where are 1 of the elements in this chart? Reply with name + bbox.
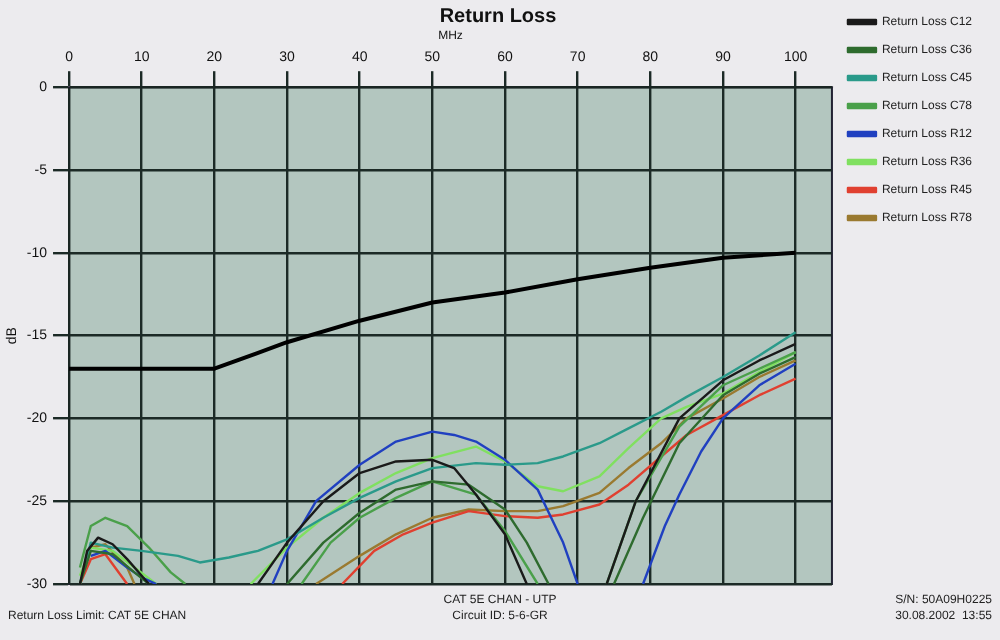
chart-title: Return Loss xyxy=(439,5,558,28)
